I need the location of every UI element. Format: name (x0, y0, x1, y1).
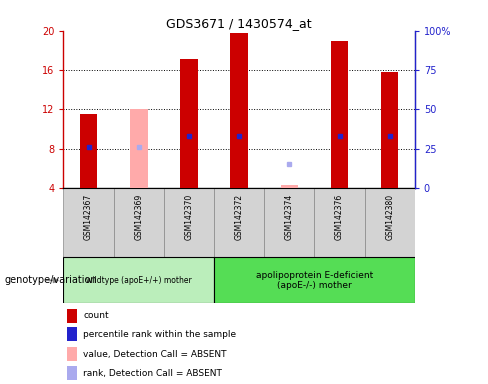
Bar (67, 309, 78, 323)
Bar (63, 257, 214, 303)
Bar (230, 33, 248, 188)
Text: genotype/variation: genotype/variation (5, 275, 98, 285)
Bar (67, 327, 78, 341)
Text: wildtype (apoE+/+) mother: wildtype (apoE+/+) mother (86, 276, 192, 285)
Bar (281, 185, 298, 188)
Text: GSM142380: GSM142380 (385, 194, 394, 240)
Text: percentile rank within the sample: percentile rank within the sample (83, 329, 237, 339)
Text: apolipoprotein E-deficient
(apoE-/-) mother: apolipoprotein E-deficient (apoE-/-) mot… (256, 271, 373, 290)
Bar (365, 188, 415, 257)
Bar (67, 366, 78, 380)
Bar (67, 347, 78, 361)
Text: GSM142374: GSM142374 (285, 194, 294, 240)
Bar (114, 188, 164, 257)
Bar (164, 188, 214, 257)
Bar (381, 72, 399, 188)
Text: GSM142370: GSM142370 (184, 194, 193, 240)
Text: value, Detection Call = ABSENT: value, Detection Call = ABSENT (83, 349, 227, 359)
Bar (264, 188, 314, 257)
Text: GSM142367: GSM142367 (84, 194, 93, 240)
Bar (63, 188, 114, 257)
Text: count: count (83, 311, 109, 320)
Text: GSM142372: GSM142372 (235, 194, 244, 240)
Title: GDS3671 / 1430574_at: GDS3671 / 1430574_at (166, 17, 312, 30)
Bar (180, 59, 198, 188)
Bar (130, 109, 147, 188)
Bar (314, 188, 365, 257)
Bar (214, 257, 415, 303)
Text: GSM142369: GSM142369 (134, 194, 143, 240)
Bar (331, 41, 348, 188)
Bar (214, 188, 264, 257)
Bar (80, 114, 97, 188)
Text: rank, Detection Call = ABSENT: rank, Detection Call = ABSENT (83, 369, 223, 378)
Text: GSM142376: GSM142376 (335, 194, 344, 240)
